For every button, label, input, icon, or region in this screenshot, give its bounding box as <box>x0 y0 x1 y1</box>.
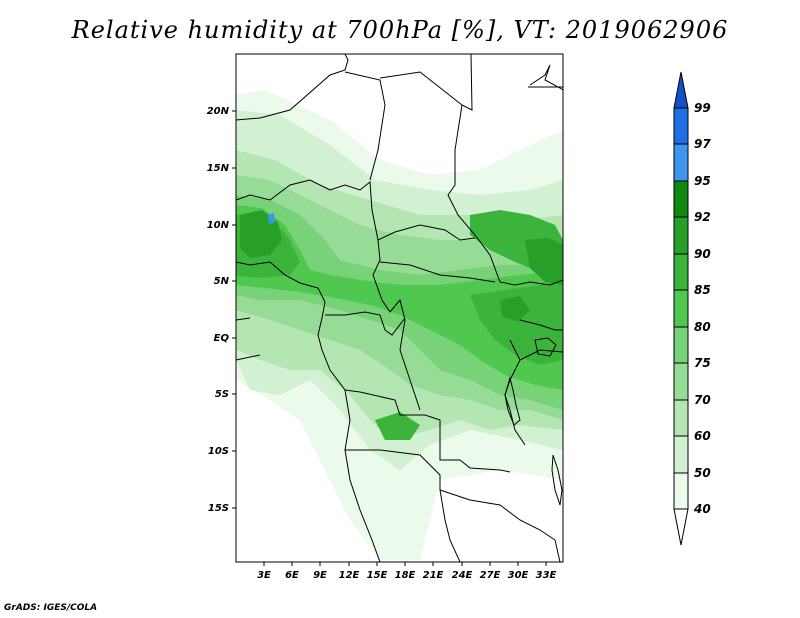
colorbar-swatch <box>673 253 689 291</box>
lat-label: EQ <box>214 333 230 344</box>
colorbar-swatch <box>673 362 689 401</box>
colorbar-label: 70 <box>694 393 711 407</box>
colorbar-swatch <box>673 399 689 437</box>
humidity-region-90c <box>500 296 530 322</box>
colorbar-label: 99 <box>694 101 711 115</box>
lon-label: 15E <box>367 570 388 581</box>
border-line <box>379 261 496 283</box>
border-line <box>344 71 386 181</box>
lat-label: 10N <box>207 220 230 231</box>
colorbar-label: 85 <box>694 283 711 297</box>
lat-label: 5N <box>214 276 230 287</box>
lake-victoria <box>534 337 557 357</box>
colorbar-top-arrow <box>673 71 689 109</box>
lon-label: 30E <box>508 570 529 581</box>
colorbar-label: 80 <box>694 320 711 334</box>
colorbar-swatch <box>673 472 689 510</box>
colorbar-label: 75 <box>694 356 711 370</box>
border-line <box>236 354 261 361</box>
colorbar-swatch <box>673 326 689 364</box>
border-line <box>447 104 563 286</box>
colorbar-swatch <box>673 180 689 218</box>
border-line <box>379 54 473 111</box>
colorbar-label: 50 <box>694 466 711 480</box>
lat-label: 5S <box>215 389 229 400</box>
lake-tanganyika <box>504 376 521 426</box>
map-title: Relative humidity at 700hPa [%], VT: 201… <box>71 16 729 44</box>
border-line <box>529 64 563 91</box>
humidity-region-85d <box>375 412 420 440</box>
lon-label: 3E <box>257 570 271 581</box>
latitude-axis: 20N 15N 10N 5N EQ 5S 10S 15S <box>207 106 236 514</box>
humidity-region-90b <box>525 238 563 285</box>
lon-label: 27E <box>480 570 501 581</box>
grads-credit: GrADS: IGES/COLA <box>4 603 98 613</box>
lake-malawi <box>551 454 563 506</box>
humidity-region-95 <box>268 213 275 224</box>
colorbar: 99 97 95 92 90 85 80 75 70 60 50 40 <box>673 71 711 546</box>
colorbar-label: 90 <box>694 247 711 261</box>
colorbar-bottom-arrow <box>673 508 689 546</box>
map-frame <box>235 53 564 563</box>
lat-label: 15N <box>207 163 230 174</box>
lat-label: 15S <box>208 503 229 514</box>
lat-label: 10S <box>208 446 229 457</box>
border-line <box>236 179 421 411</box>
lat-label: 20N <box>207 106 230 117</box>
colorbar-swatch <box>673 143 689 182</box>
colorbar-label: 95 <box>694 174 711 188</box>
longitude-axis: 3E 6E 9E 12E 15E 18E 21E 24E 27E 30E 33E <box>257 562 557 581</box>
lon-label: 33E <box>536 570 557 581</box>
coastline-west-africa <box>236 261 381 562</box>
lon-label: 12E <box>339 570 360 581</box>
border-line <box>236 54 349 121</box>
colorbar-label: 97 <box>694 137 711 151</box>
coastlines-and-borders <box>236 54 563 562</box>
lon-label: 6E <box>285 570 299 581</box>
border-line <box>377 224 476 241</box>
border-line <box>439 489 561 562</box>
lon-label: 24E <box>452 570 473 581</box>
colorbar-swatch <box>673 216 689 255</box>
border-line <box>519 319 563 331</box>
border-line <box>325 311 406 336</box>
humidity-region-85b <box>470 280 563 365</box>
humidity-region-80 <box>236 205 563 390</box>
colorbar-swatch <box>673 435 689 474</box>
border-line <box>344 389 511 473</box>
lon-label: 9E <box>313 570 327 581</box>
lon-label: 18E <box>395 570 416 581</box>
border-line <box>236 317 251 321</box>
lon-label: 21E <box>423 570 444 581</box>
border-line <box>345 449 461 562</box>
colorbar-label: 60 <box>694 429 711 443</box>
colorbar-swatch <box>673 107 689 145</box>
colorbar-label: 92 <box>694 210 711 224</box>
border-line <box>519 349 563 361</box>
colorbar-label: 40 <box>693 502 711 516</box>
colorbar-swatch <box>673 289 689 328</box>
